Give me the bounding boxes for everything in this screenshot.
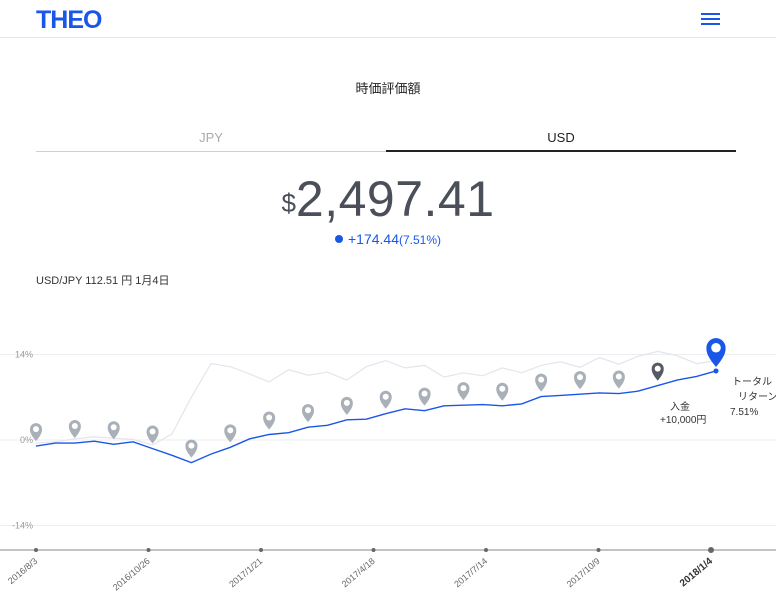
- currency-symbol: $: [281, 188, 296, 218]
- hamburger-icon: [701, 13, 720, 15]
- tab-jpy[interactable]: JPY: [36, 126, 386, 152]
- page-title: 時価評価額: [355, 81, 421, 96]
- x-tick-dot: [484, 548, 488, 552]
- deposit-pin-icon: [612, 370, 625, 389]
- deposit-pin-icon: [651, 362, 664, 381]
- theo-logo[interactable]: THEO: [36, 6, 102, 34]
- deposit-pin-icon: [146, 425, 159, 444]
- hamburger-menu-button[interactable]: [698, 10, 724, 28]
- x-tick-dot: [259, 548, 263, 552]
- total-return-label-1: トータル: [732, 376, 772, 388]
- change-dot-icon: [334, 235, 343, 243]
- valuation-amount: $2,497.41: [0, 170, 776, 228]
- change-percent: (7.51%): [398, 233, 442, 247]
- change-amount: +174.44: [347, 231, 399, 247]
- deposit-pin-icon: [418, 387, 431, 406]
- x-tick-label: 2018/1/4: [678, 556, 715, 590]
- last-deposit-annotation: 入金 +10,000円: [660, 400, 706, 426]
- deposit-pin-icon: [379, 390, 392, 409]
- deposit-pin-icon: [224, 424, 237, 443]
- x-tick-dot: [371, 548, 376, 552]
- x-tick-label: 2017/10/9: [565, 556, 602, 589]
- deposit-pin-icon: [263, 411, 276, 430]
- currency-tabs: JPY USD: [36, 126, 736, 152]
- hamburger-icon-bar: [701, 23, 720, 25]
- y-tick-label: 0%: [20, 435, 33, 445]
- current-value-dot: [713, 368, 719, 374]
- current-value-pin-icon: [706, 338, 726, 367]
- x-tick-label: 2017/4/18: [340, 556, 377, 589]
- deposit-label: 入金: [670, 400, 690, 413]
- deposit-markers: [30, 338, 726, 458]
- x-tick-label: 2017/1/21: [227, 556, 264, 589]
- hamburger-icon-bar: [701, 18, 720, 20]
- deposit-pin-icon: [496, 382, 509, 401]
- total-return-annotation: トータル リターン 7.51%: [730, 376, 776, 418]
- x-axis-labels: 2016/8/3 2016/10/26 2017/1/21 2017/4/18 2017…: [6, 547, 715, 592]
- total-return-value: 7.51%: [730, 407, 758, 418]
- deposit-pin-icon: [535, 373, 548, 392]
- deposit-pin-icon: [185, 439, 198, 458]
- x-tick-label: 2016/8/3: [6, 556, 39, 586]
- deposit-pin-icon: [107, 421, 120, 440]
- benchmark-line: [35, 350, 717, 446]
- tab-usd[interactable]: USD: [386, 126, 736, 152]
- x-tick-dot: [708, 547, 714, 553]
- deposit-pin-icon: [574, 371, 586, 390]
- y-tick-label: 14%: [15, 349, 33, 359]
- deposit-pin-icon: [457, 382, 470, 401]
- deposit-pin-icon: [68, 420, 81, 439]
- x-tick-dot: [596, 548, 601, 552]
- deposit-pin-icon: [30, 423, 42, 442]
- y-axis-labels: 14% 0% -14%: [12, 349, 33, 530]
- performance-chart[interactable]: 14%0%-14% 2016/8/3 2016/10/26 2017/1/21 201…: [0, 330, 776, 603]
- x-tick-dot: [146, 548, 151, 552]
- x-tick-label: 2016/10/26: [111, 556, 152, 593]
- deposit-amount: +10,000円: [660, 415, 706, 426]
- portfolio-line: [35, 370, 717, 464]
- fx-rate: USD/JPY 112.51 円 1月4日: [36, 275, 170, 287]
- chart-grid: [0, 353, 776, 527]
- deposit-pin-icon: [302, 404, 314, 423]
- deposit-pin-icon: [340, 396, 353, 415]
- x-tick-label: 2017/7/14: [452, 556, 489, 589]
- valuation-change: +174.44(7.51%): [0, 231, 776, 247]
- valuation-number: 2,497.41: [295, 171, 495, 227]
- app-header: THEO: [0, 0, 776, 38]
- total-return-label-2: リターン: [738, 391, 776, 403]
- x-tick-dot: [34, 548, 38, 552]
- y-tick-label: -14%: [12, 521, 33, 531]
